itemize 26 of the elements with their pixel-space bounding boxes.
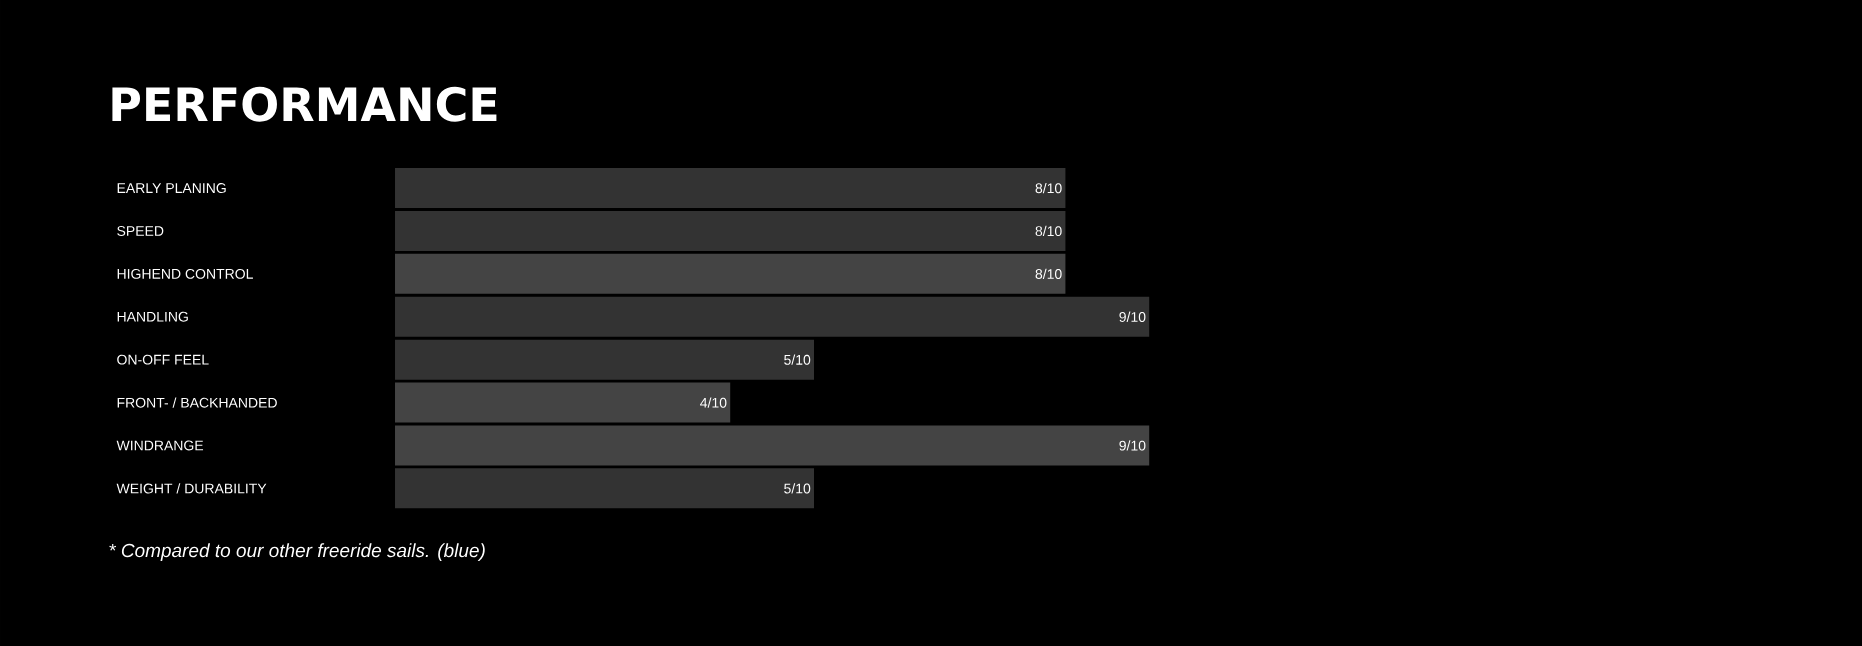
- bar: [395, 382, 731, 423]
- y-tick-label: EARLY PLANING: [117, 183, 226, 194]
- data-label: 4/10: [700, 397, 727, 408]
- y-tick-label: HANDLING: [117, 311, 188, 322]
- data-label: 8/10: [1035, 268, 1062, 279]
- bar: [395, 253, 1066, 294]
- bar: [395, 210, 1066, 251]
- bar: [395, 425, 1150, 466]
- y-tick-label: ON-OFF FEEL: [117, 354, 209, 365]
- text: * Compared to our other freeride sails. (blue): [109, 543, 485, 561]
- data-label: 9/10: [1119, 440, 1146, 451]
- y-tick-label: HIGHEND CONTROL: [117, 268, 253, 279]
- bar: [395, 339, 815, 380]
- y-tick-label: WINDRANGE: [116, 440, 204, 451]
- data-label: 8/10: [1035, 225, 1062, 237]
- data-label: 9/10: [1119, 311, 1146, 322]
- bar: [395, 296, 1150, 337]
- y-tick-label: WEIGHT / DURABILITY: [116, 483, 267, 494]
- bar: [395, 168, 1066, 209]
- bar: [395, 468, 815, 509]
- chart-title: PERFORMANCE: [112, 86, 497, 122]
- data-label: 8/10: [1035, 182, 1062, 194]
- y-tick-label: FRONT- / BACKHANDED: [117, 397, 277, 408]
- y-tick-label: SPEED: [117, 225, 164, 236]
- data-label: 5/10: [784, 483, 811, 494]
- data-label: 5/10: [784, 354, 811, 365]
